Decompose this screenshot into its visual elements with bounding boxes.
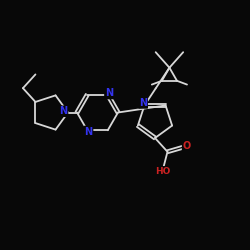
Text: HO: HO: [155, 167, 170, 176]
Text: N: N: [139, 98, 147, 108]
Text: N: N: [84, 126, 92, 136]
Text: N: N: [105, 88, 113, 99]
Text: O: O: [183, 141, 191, 151]
Text: N: N: [60, 106, 68, 116]
